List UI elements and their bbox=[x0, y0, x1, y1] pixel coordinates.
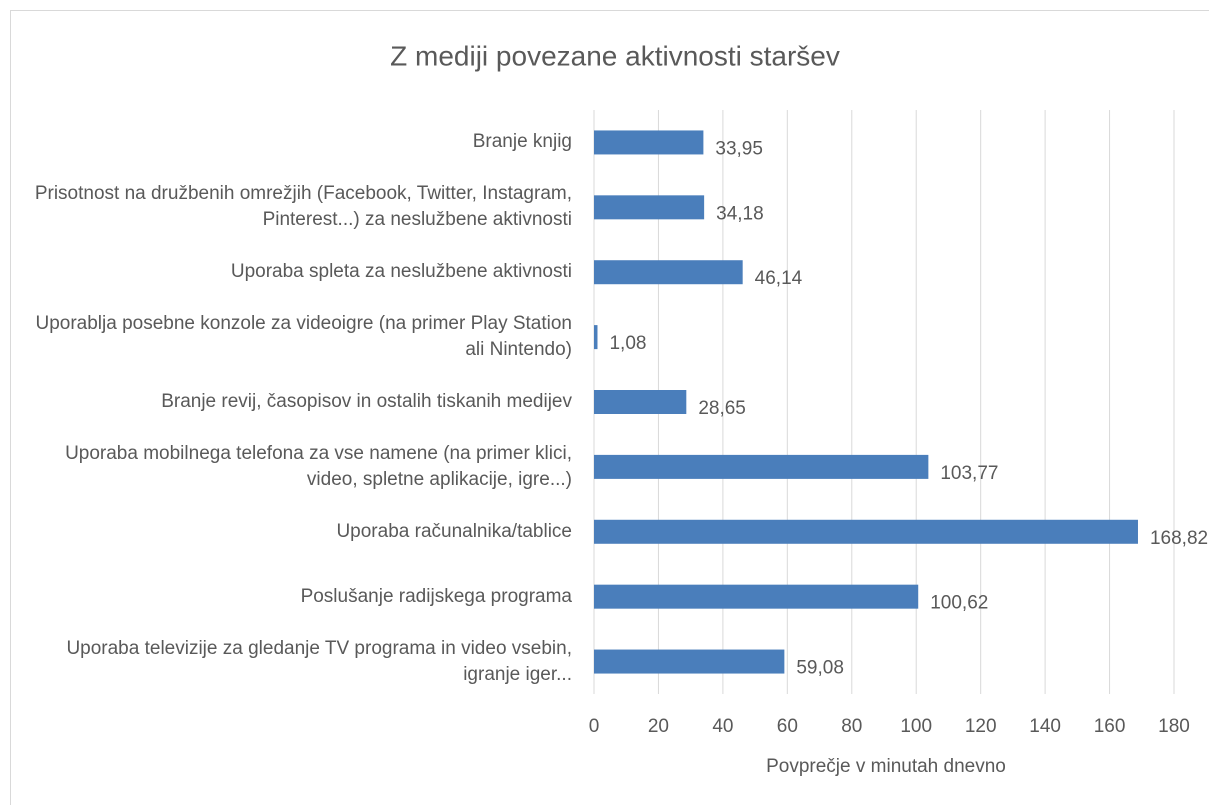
y-tick-label: Uporaba spleta za neslužbene aktivnosti bbox=[230, 261, 572, 283]
y-tick-label: Uporaba mobilnega telefona za vse namene… bbox=[65, 442, 572, 490]
y-tick-label: Uporaba računalnika/tablice bbox=[336, 520, 572, 542]
bar bbox=[594, 260, 743, 285]
value-label: 168,82 bbox=[1150, 528, 1208, 549]
chart-title: Z mediji povezane aktivnosti staršev bbox=[390, 40, 840, 71]
y-tick-label: Uporaba televizije za gledanje TV progra… bbox=[66, 637, 572, 685]
value-label: 34,18 bbox=[716, 203, 764, 224]
x-axis-title: Povprečje v minutah dnevno bbox=[766, 756, 1006, 777]
value-label: 100,62 bbox=[930, 593, 988, 614]
bar bbox=[594, 454, 929, 479]
y-tick-label: Prisotnost na družbenih omrežjih (Facebo… bbox=[34, 183, 572, 231]
value-label: 103,77 bbox=[940, 463, 998, 484]
y-tick-label: Branje knjig bbox=[472, 131, 572, 153]
value-label: 46,14 bbox=[755, 268, 803, 289]
x-tick-label: 80 bbox=[841, 716, 862, 737]
y-tick-label: Branje revij, časopisov in ostalih tiska… bbox=[161, 391, 572, 412]
bar bbox=[594, 130, 704, 155]
value-label: 33,95 bbox=[715, 138, 763, 159]
x-tick-label: 160 bbox=[1094, 716, 1126, 737]
x-tick-label: 40 bbox=[712, 716, 733, 737]
y-tick-label: Poslušanje radijskega programa bbox=[300, 585, 572, 607]
x-tick-label: 20 bbox=[648, 716, 669, 737]
x-tick-label: 60 bbox=[777, 716, 798, 737]
x-tick-label: 140 bbox=[1029, 716, 1061, 737]
chart-border bbox=[10, 10, 1209, 805]
x-tick-label: 120 bbox=[965, 716, 997, 737]
bar bbox=[594, 325, 598, 350]
bar bbox=[594, 649, 785, 674]
y-tick-label: Uporablja posebne konzole za videoigre (… bbox=[35, 313, 572, 361]
bar bbox=[594, 519, 1138, 544]
bar bbox=[594, 584, 919, 609]
value-label: 28,65 bbox=[698, 398, 746, 419]
value-label: 1,08 bbox=[609, 333, 646, 354]
x-tick-label: 100 bbox=[900, 716, 932, 737]
x-tick-label: 180 bbox=[1158, 716, 1190, 737]
bar bbox=[594, 390, 687, 414]
bar bbox=[594, 195, 705, 220]
value-label: 59,08 bbox=[796, 658, 844, 679]
x-tick-label: 0 bbox=[589, 716, 600, 737]
